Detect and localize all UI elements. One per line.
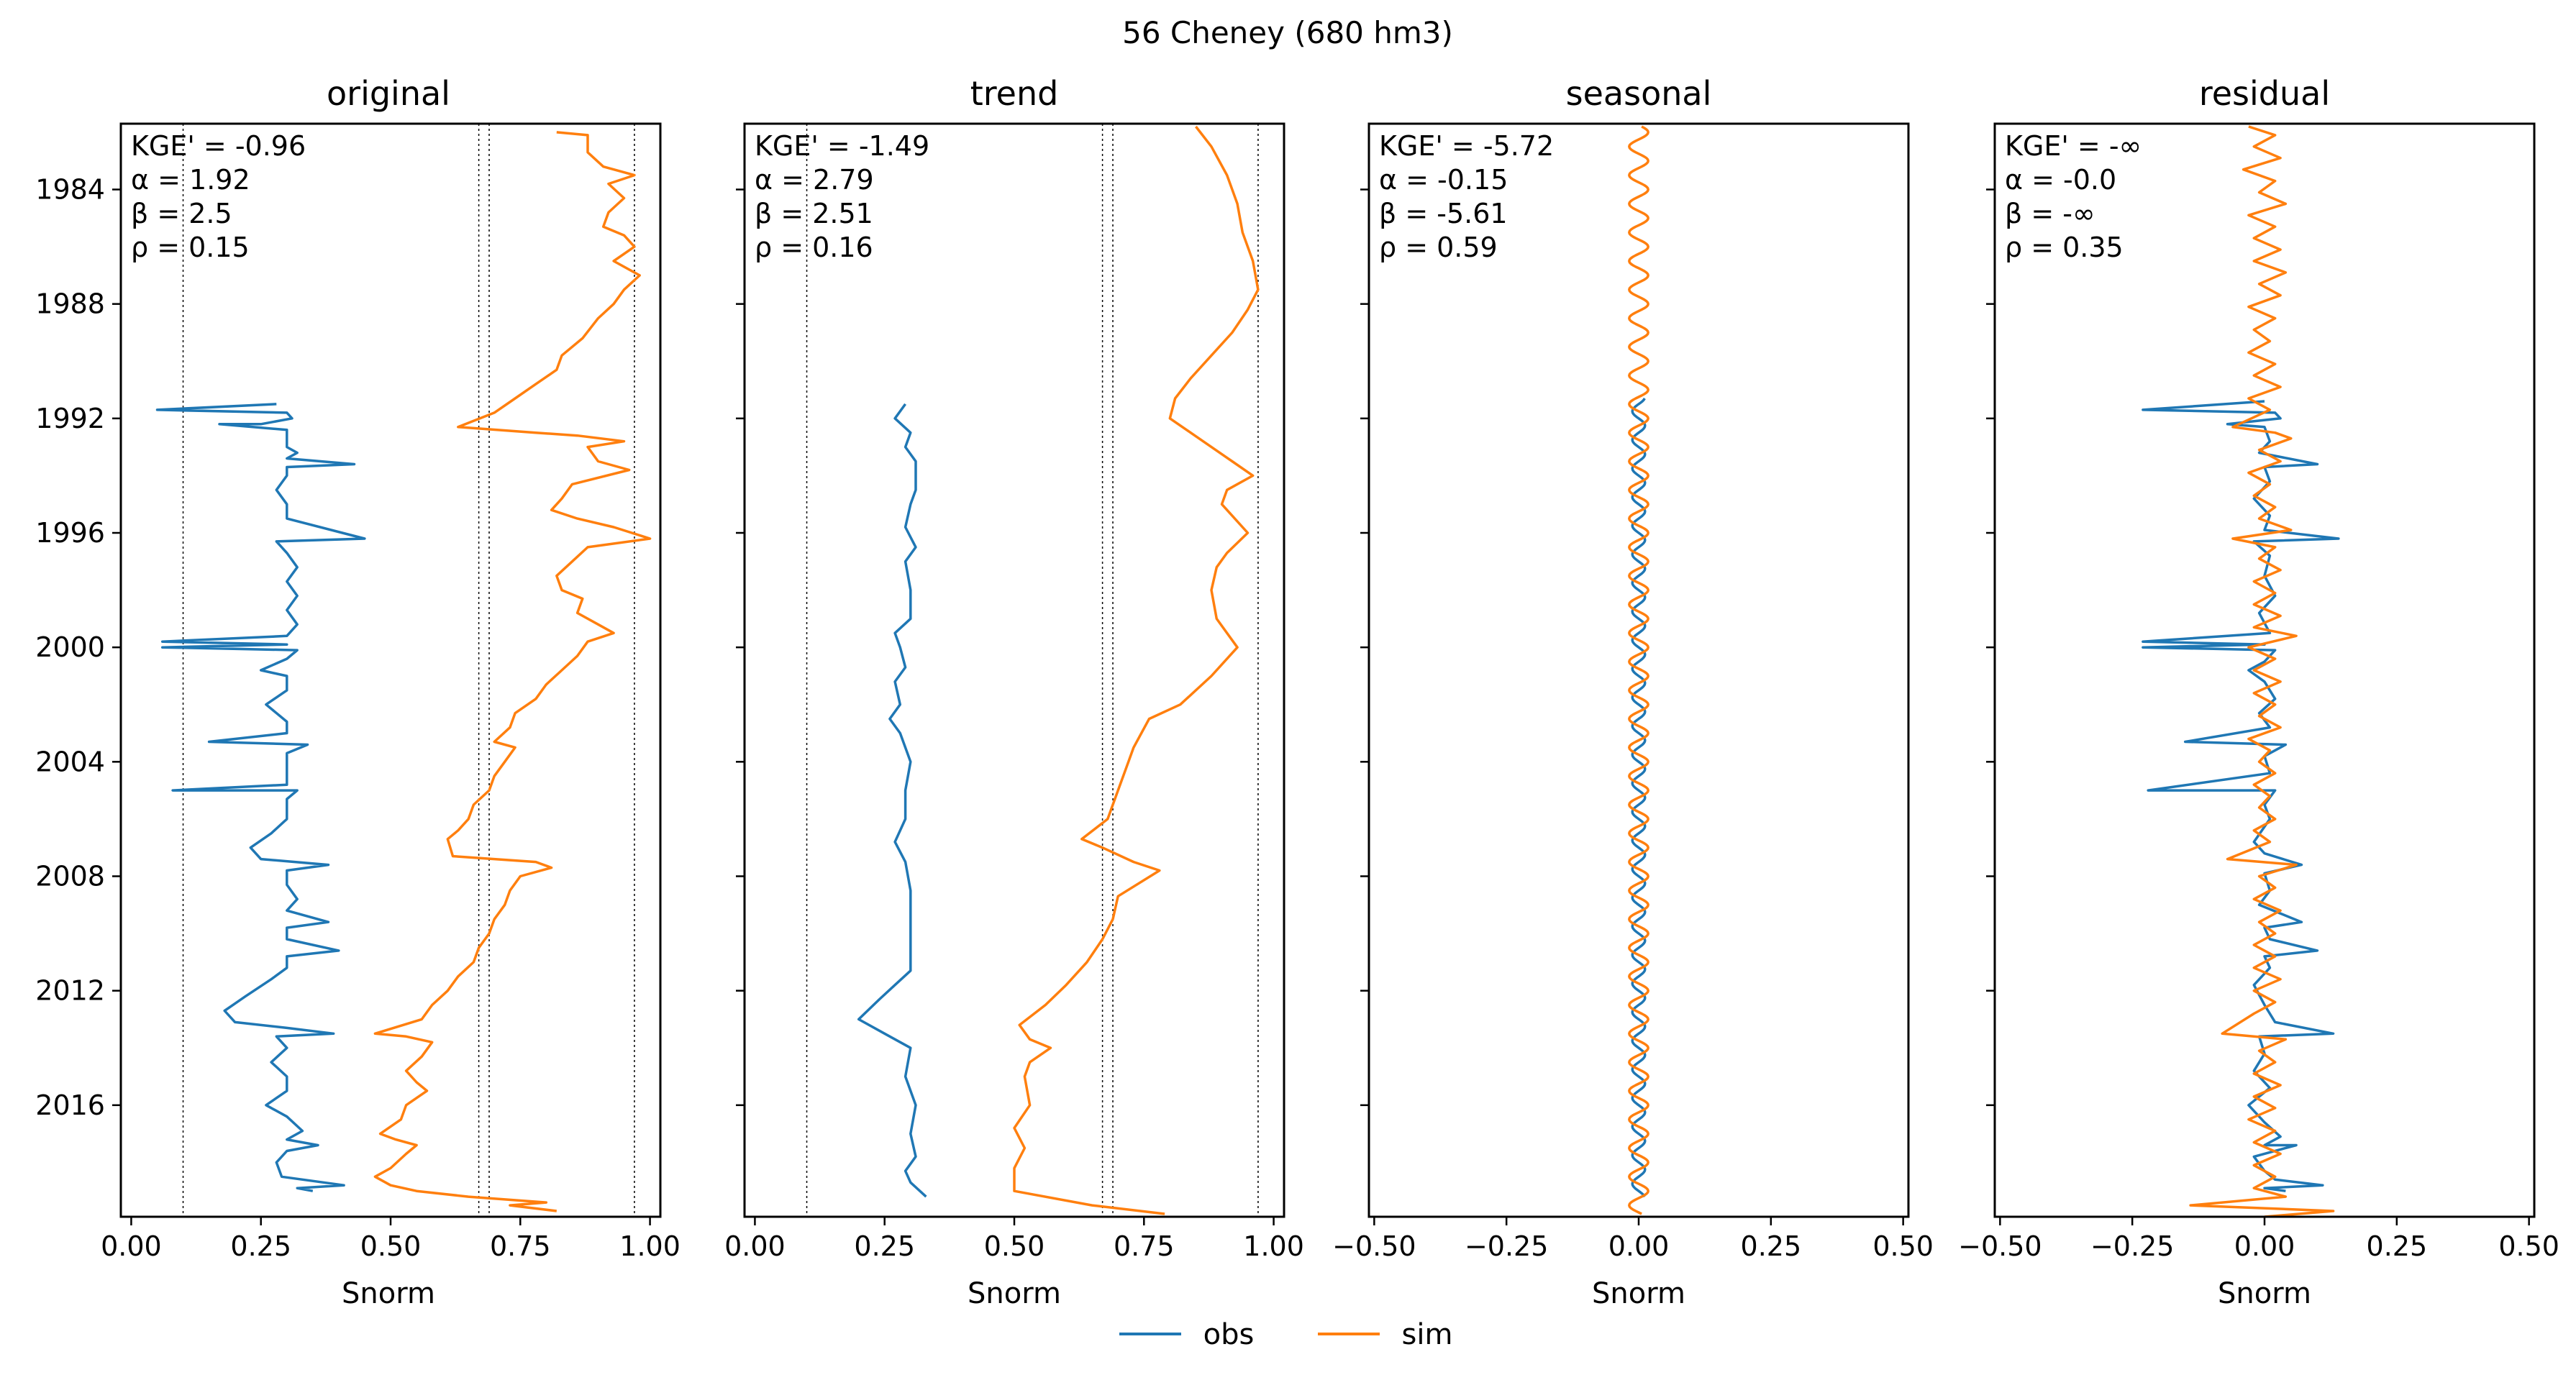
series-sim-line	[2189, 125, 2335, 1218]
subplot-title: residual	[2199, 74, 2330, 113]
x-tick-label: −0.25	[2090, 1230, 2174, 1262]
stats-line: ρ = 0.35	[2005, 232, 2124, 263]
stats-line: β = -5.61	[1379, 198, 1508, 229]
x-tick-label: 0.00	[2234, 1230, 2295, 1262]
stats-line: KGE' = -∞	[2005, 130, 2142, 162]
series-obs-line	[857, 403, 927, 1198]
stats-annotation: KGE' = -∞α = -0.0β = -∞ρ = 0.35	[2005, 130, 2142, 263]
x-tick-label: −0.25	[1465, 1230, 1548, 1262]
subplot-original: original KGE' = -0.96α = 1.92β = 2.5ρ = …	[35, 74, 681, 1310]
stats-annotation: KGE' = -0.96α = 1.92β = 2.5ρ = 0.15	[131, 130, 306, 263]
y-tick-label: 2004	[35, 746, 105, 777]
y-tick-label: 2008	[35, 860, 105, 892]
series-sim-line	[1013, 125, 1260, 1215]
y-tick-label: 1984	[35, 174, 105, 206]
subplot-title: seasonal	[1566, 74, 1712, 113]
stats-annotation: KGE' = -5.72α = -0.15β = -5.61ρ = 0.59	[1379, 130, 1554, 263]
legend: obs sim	[1119, 1318, 1452, 1351]
x-tick-label: 0.25	[230, 1230, 291, 1262]
x-tick-label: 0.00	[1608, 1230, 1670, 1262]
figure-suptitle: 56 Cheney (680 hm3)	[1122, 15, 1453, 50]
x-tick-label: −0.50	[1958, 1230, 2042, 1262]
x-tick-label: 0.25	[1741, 1230, 1802, 1262]
x-tick-label: 1.00	[1243, 1230, 1304, 1262]
subplot-residual: residual KGE' = -∞α = -0.0β = -∞ρ = 0.35…	[1958, 74, 2559, 1310]
x-tick-label: 0.75	[1114, 1230, 1175, 1262]
x-tick-label: 0.75	[490, 1230, 551, 1262]
series-obs-line	[1631, 398, 1647, 1198]
subplot-title: original	[327, 74, 450, 113]
stats-line: β = 2.5	[131, 198, 232, 229]
plot-area	[806, 124, 1260, 1217]
subplot-trend: trend KGE' = -1.49α = 2.79β = 2.51ρ = 0.…	[724, 74, 1304, 1310]
x-tick-label: 0.50	[1872, 1230, 1934, 1262]
stats-line: β = 2.51	[755, 198, 873, 229]
y-tick-label: 2016	[35, 1089, 105, 1121]
plot-area	[1628, 125, 1649, 1215]
y-tick-label: 1996	[35, 517, 105, 549]
y-tick-label: 1988	[35, 288, 105, 320]
series-sim-line	[373, 131, 652, 1212]
plot-area	[155, 124, 652, 1217]
series-obs-line	[155, 403, 366, 1192]
stats-line: α = -0.0	[2005, 164, 2116, 196]
x-tick-label: 0.50	[984, 1230, 1045, 1262]
stats-line: α = -0.15	[1379, 164, 1508, 196]
legend-sim-label: sim	[1402, 1318, 1453, 1351]
stats-line: KGE' = -1.49	[755, 130, 929, 162]
y-tick-label: 2012	[35, 975, 105, 1007]
stats-line: α = 2.79	[755, 164, 874, 196]
y-tick-label: 1992	[35, 403, 105, 434]
stats-line: α = 1.92	[131, 164, 250, 196]
y-tick-label: 2000	[35, 631, 105, 663]
stats-line: ρ = 0.16	[755, 232, 873, 263]
subplot-seasonal: seasonal KGE' = -5.72α = -0.15β = -5.61ρ…	[1332, 74, 1934, 1310]
subplot-title: trend	[970, 74, 1059, 113]
stats-line: β = -∞	[2005, 198, 2095, 229]
x-tick-label: 0.25	[2367, 1230, 2428, 1262]
x-axis-label: Snorm	[2218, 1277, 2311, 1310]
stats-line: ρ = 0.59	[1379, 232, 1498, 263]
legend-obs-label: obs	[1203, 1318, 1255, 1351]
x-tick-label: 1.00	[619, 1230, 681, 1262]
series-sim-line	[1628, 125, 1649, 1215]
stats-line: KGE' = -5.72	[1379, 130, 1554, 162]
x-tick-label: 0.00	[724, 1230, 786, 1262]
x-axis-label: Snorm	[1592, 1277, 1685, 1310]
plot-area	[2142, 125, 2340, 1218]
series-obs-line	[2142, 400, 2340, 1192]
stats-line: KGE' = -0.96	[131, 130, 306, 162]
x-tick-label: 0.50	[360, 1230, 422, 1262]
x-axis-label: Snorm	[342, 1277, 435, 1310]
stats-annotation: KGE' = -1.49α = 2.79β = 2.51ρ = 0.16	[755, 130, 929, 263]
stats-line: ρ = 0.15	[131, 232, 250, 263]
x-tick-label: 0.25	[854, 1230, 915, 1262]
x-tick-label: 0.00	[101, 1230, 162, 1262]
x-tick-label: 0.50	[2498, 1230, 2559, 1262]
x-tick-label: −0.50	[1332, 1230, 1416, 1262]
x-axis-label: Snorm	[968, 1277, 1061, 1310]
